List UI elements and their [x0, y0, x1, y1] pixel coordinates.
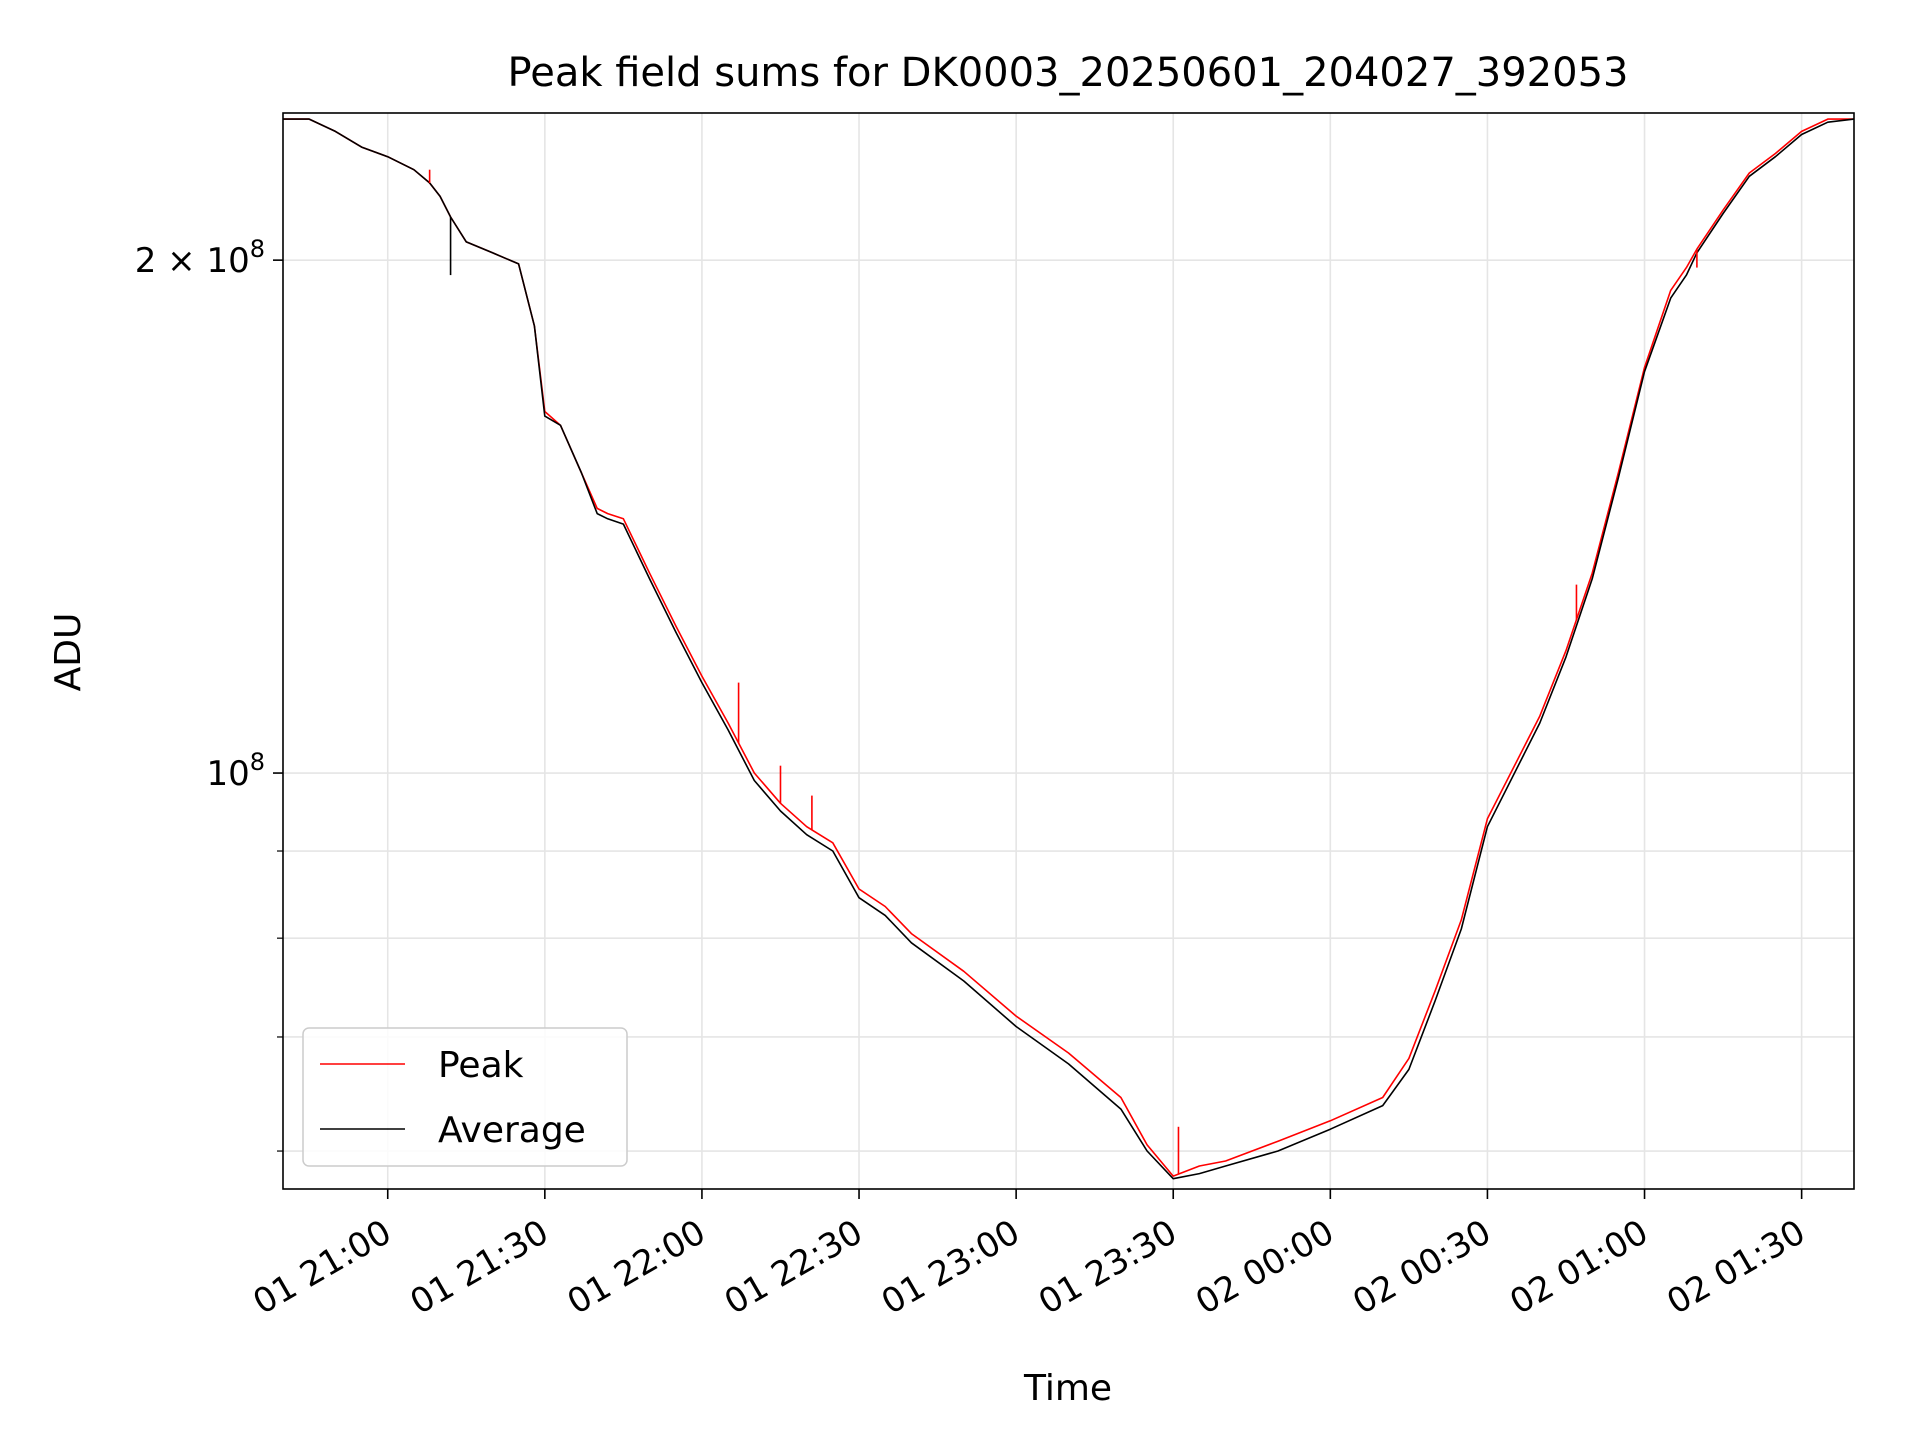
x-axis-label: Time [1023, 1368, 1112, 1409]
x-tick-label: 01 22:30 [718, 1212, 870, 1323]
legend: Peak Average [302, 1027, 628, 1167]
x-tick-label: 02 01:30 [1660, 1212, 1812, 1323]
series-line-average [283, 118, 1855, 1180]
y-axis-label: ADU [48, 613, 89, 692]
x-tick-label: 01 21:30 [404, 1212, 556, 1323]
chart-title: Peak field sums for DK0003_20250601_2040… [508, 50, 1629, 96]
legend-box [302, 1027, 628, 1167]
legend-label-average: Average [438, 1110, 586, 1151]
y-tick-label: 2 × 108 [135, 235, 265, 281]
plot-frame [282, 112, 1855, 1190]
y-axis: 108 2 × 108 [135, 235, 283, 1152]
x-axis: 01 21:00 01 21:30 01 22:00 01 22:30 01 23:00… [247, 1189, 1812, 1323]
x-tick-label: 02 00:00 [1189, 1212, 1341, 1323]
gridlines [283, 113, 1854, 1189]
x-tick-label: 01 23:30 [1032, 1212, 1184, 1323]
legend-label-peak: Peak [438, 1045, 524, 1086]
x-tick-label: 01 22:00 [561, 1212, 713, 1323]
series-line-peak [283, 118, 1854, 1177]
series-layer [283, 118, 1855, 1180]
x-tick-label: 01 21:00 [247, 1212, 399, 1323]
x-tick-label: 02 01:00 [1503, 1212, 1655, 1323]
x-tick-label: 02 00:30 [1346, 1212, 1498, 1323]
x-tick-label: 01 23:00 [875, 1212, 1027, 1323]
y-tick-label: 108 [206, 748, 265, 794]
